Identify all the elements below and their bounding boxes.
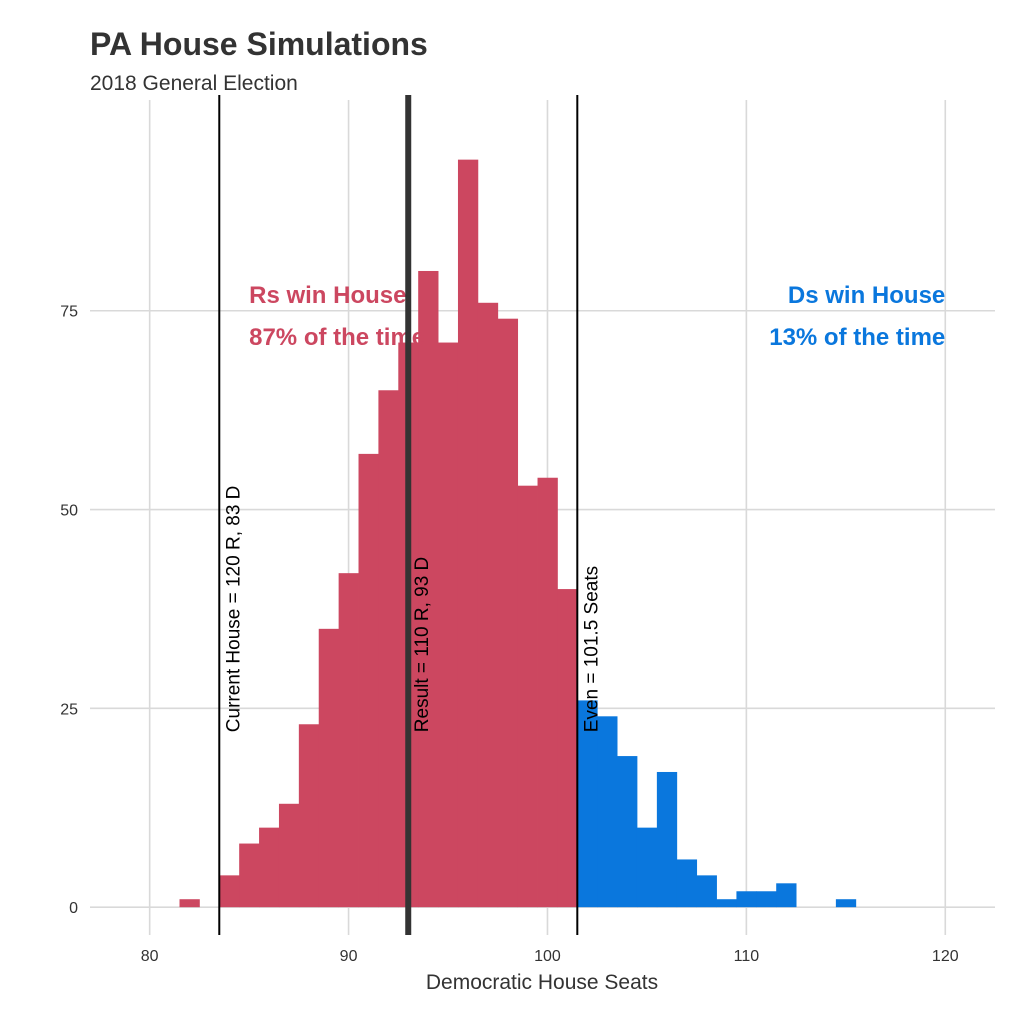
- bar-rs: [557, 589, 578, 908]
- bar-rs: [259, 827, 280, 908]
- bar-rs: [477, 302, 499, 908]
- y-tick-label: 50: [60, 503, 78, 520]
- bar-ds: [835, 899, 857, 908]
- reference-line-label: Even = 101.5 Seats: [581, 566, 602, 732]
- bar-rs: [358, 453, 379, 908]
- gridlines: [90, 100, 995, 935]
- bar-ds: [597, 716, 618, 908]
- bar-ds: [776, 883, 797, 908]
- bar-rs: [179, 899, 200, 908]
- annotations: Rs win House 87% of the time Ds win House 1…: [249, 282, 945, 351]
- bar-rs: [537, 477, 558, 908]
- bar-ds: [736, 891, 757, 908]
- bar-ds: [696, 875, 717, 908]
- chart-subtitle: 2018 General Election: [90, 72, 298, 95]
- x-tick-label: 110: [734, 948, 760, 965]
- bar-ds: [716, 899, 737, 908]
- bar-rs: [457, 159, 479, 908]
- annotation-line2: 87% of the time: [249, 324, 425, 351]
- reference-line-label: Current House = 120 R, 83 D: [223, 486, 244, 733]
- bar-rs: [418, 270, 439, 908]
- x-tick-label: 90: [340, 948, 358, 965]
- histogram-bars: [179, 159, 857, 908]
- bar-rs: [338, 573, 359, 908]
- bar-rs: [239, 843, 260, 908]
- x-tick-label: 80: [141, 948, 159, 965]
- bar-rs: [318, 628, 340, 908]
- bar-ds: [756, 891, 777, 908]
- bar-ds: [656, 771, 678, 908]
- annotation-line2: 13% of the time: [769, 324, 945, 351]
- bar-rs: [378, 390, 399, 908]
- axes: 80 90 100 110 120 0 25 50 75: [60, 304, 959, 965]
- bar-rs: [219, 875, 240, 908]
- bar-ds: [636, 827, 658, 908]
- y-tick-label: 75: [60, 304, 78, 321]
- x-tick-label: 120: [932, 948, 959, 965]
- x-axis-title: Democratic House Seats: [426, 971, 658, 994]
- reference-lines: Current House = 120 R, 83 D Result = 110 …: [218, 95, 602, 935]
- reference-line-label: Result = 110 R, 93 D: [412, 557, 433, 733]
- bar-rs: [298, 724, 320, 908]
- x-tick-label: 100: [534, 948, 561, 965]
- y-tick-label: 25: [60, 701, 78, 718]
- y-tick-label: 0: [69, 900, 78, 917]
- annotation-line1: Rs win House: [249, 282, 406, 309]
- chart-title: PA House Simulations: [90, 26, 428, 62]
- bar-rs: [517, 485, 538, 908]
- bar-ds: [617, 756, 638, 908]
- bar-rs: [278, 803, 300, 908]
- bar-ds: [676, 859, 698, 908]
- bar-ds: [577, 700, 598, 908]
- annotation-line1: Ds win House: [788, 282, 945, 309]
- bar-rs: [438, 342, 459, 908]
- bar-rs: [497, 318, 519, 908]
